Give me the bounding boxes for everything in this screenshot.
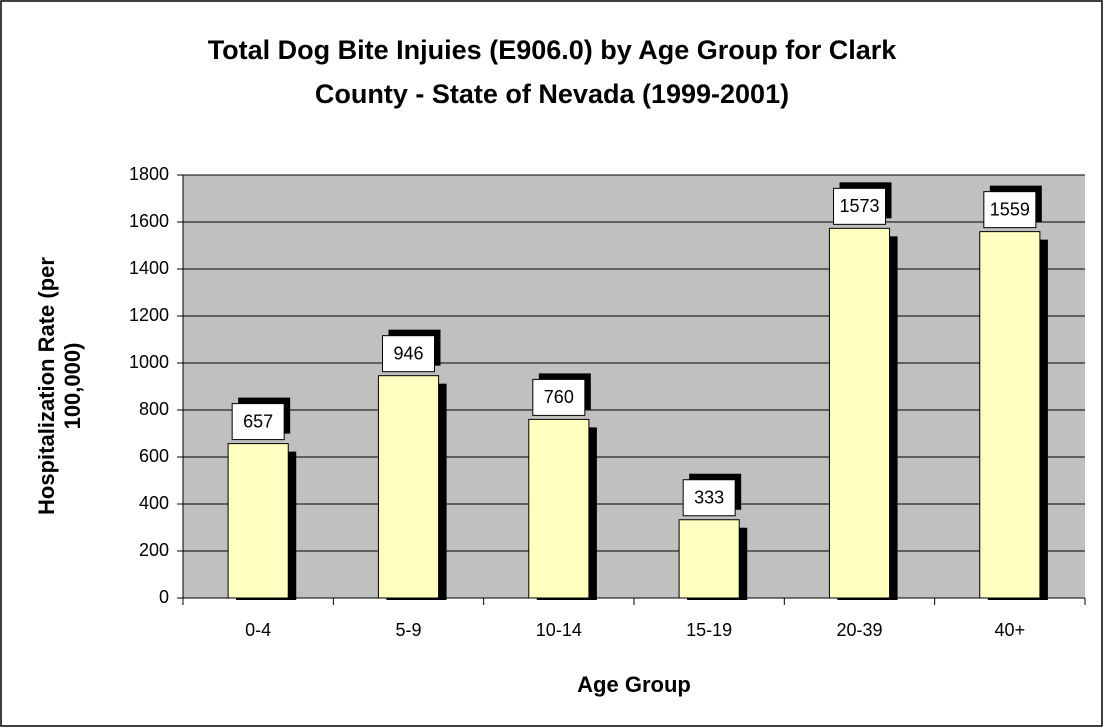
- bar: [377, 375, 440, 599]
- y-tick-label: 600: [139, 446, 169, 466]
- label-box: [833, 187, 886, 225]
- label-box: [983, 191, 1037, 229]
- y-tick-label: 1000: [129, 352, 169, 372]
- x-tick-label: 20-39: [836, 620, 882, 640]
- y-tick-label: 1800: [129, 164, 169, 184]
- x-tick-label: 10-14: [536, 620, 582, 640]
- y-tick-label: 0: [159, 587, 169, 607]
- bar: [678, 519, 740, 599]
- bar: [227, 443, 289, 599]
- label-box: [682, 479, 736, 517]
- bar: [828, 227, 891, 599]
- x-axis-title: Age Group: [577, 672, 691, 697]
- data-label: 333: [694, 487, 724, 507]
- label-box: [382, 335, 435, 373]
- y-tick-label: 1400: [129, 258, 169, 278]
- y-tick-label: 400: [139, 493, 169, 513]
- bar: [528, 418, 590, 599]
- y-axis-title-line: 100,000): [60, 343, 85, 430]
- plot-area: [183, 175, 1085, 598]
- y-tick-label: 1600: [129, 211, 169, 231]
- bar: [979, 231, 1041, 599]
- chart-title: County - State of Nevada (1999-2001): [315, 79, 789, 109]
- y-tick-label: 800: [139, 399, 169, 419]
- y-tick-label: 1200: [129, 305, 169, 325]
- x-tick-label: 5-9: [395, 620, 421, 640]
- data-label: 1573: [839, 196, 879, 216]
- y-tick-label: 200: [139, 540, 169, 560]
- data-label: 657: [243, 411, 273, 431]
- x-tick-label: 0-4: [245, 620, 271, 640]
- data-label: 1559: [990, 199, 1030, 219]
- x-tick-label: 15-19: [686, 620, 732, 640]
- label-box: [231, 403, 285, 441]
- data-label: 760: [544, 387, 574, 407]
- chart-title: Total Dog Bite Injuies (E906.0) by Age G…: [208, 35, 898, 65]
- x-tick-label: 40+: [995, 620, 1026, 640]
- data-label: 946: [393, 343, 423, 363]
- label-box: [532, 378, 586, 416]
- y-axis-title-line: Hospitalization Rate (per: [34, 257, 59, 515]
- y-axis-title: Hospitalization Rate (per 100,000): [34, 257, 85, 515]
